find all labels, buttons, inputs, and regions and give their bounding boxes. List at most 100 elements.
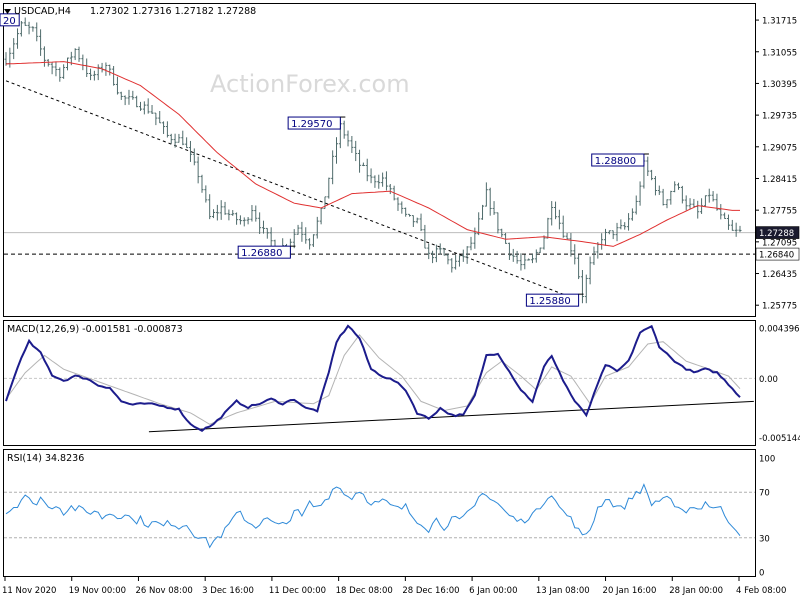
price-bar	[354, 140, 358, 162]
price-bar	[269, 227, 273, 248]
price-bar	[504, 232, 508, 244]
price-bar	[131, 90, 135, 100]
price-bar	[23, 17, 27, 26]
price-bar	[119, 91, 123, 100]
price-bar	[177, 133, 181, 143]
price-bar	[481, 204, 485, 220]
price-bar	[677, 182, 681, 190]
price-bar	[296, 224, 300, 235]
price-bar	[627, 213, 631, 231]
price-bar	[415, 217, 419, 224]
time-tick-label: 6 Jan 00:00	[469, 586, 517, 596]
svg-text:1.26880: 1.26880	[241, 248, 282, 259]
macd-title: MACD(12,26,9) -0.001581 -0.000873	[7, 324, 183, 335]
price-bar	[496, 212, 500, 234]
time-tick-label: 28 Dec 16:00	[402, 586, 459, 596]
time-tick-label: 11 Nov 2020	[2, 586, 56, 596]
rsi-tick-label: 100	[759, 455, 775, 465]
price-bar	[208, 194, 212, 220]
price-bar	[327, 177, 331, 199]
price-bar	[311, 234, 315, 247]
price-bar	[569, 232, 573, 257]
price-bar	[454, 255, 458, 270]
price-bar	[73, 48, 77, 61]
price-bar	[457, 255, 461, 267]
time-tick-label: 4 Feb 08:00	[736, 586, 786, 596]
price-bar	[561, 215, 565, 238]
price-bar	[726, 214, 730, 230]
price-bar	[384, 171, 388, 191]
ma-line	[5, 61, 740, 247]
price-bar	[334, 137, 338, 164]
price-bar	[204, 185, 208, 203]
macd-panel-frame	[3, 320, 756, 446]
price-bar	[200, 174, 204, 193]
rsi-tick-label: 0	[759, 569, 764, 579]
price-bar	[404, 207, 408, 217]
price-bar	[738, 225, 742, 233]
time-tick-label: 11 Dec 00:00	[269, 586, 326, 596]
price-bar	[16, 28, 20, 49]
price-tick-label: 1.27095	[762, 238, 797, 248]
price-bar	[139, 101, 143, 111]
price-bar	[215, 204, 219, 221]
price-tick-label: 1.29735	[762, 112, 797, 122]
price-tick-label: 1.31055	[762, 48, 797, 58]
price-bar	[292, 229, 296, 249]
macd-tick-label: -0.005144	[759, 434, 800, 444]
price-bar	[350, 135, 354, 153]
rsi-tick-label: 30	[759, 534, 770, 544]
price-bar	[246, 217, 250, 225]
price-tick-label: 1.27755	[762, 207, 797, 217]
price-bar	[400, 201, 404, 214]
trend-line	[5, 80, 579, 301]
price-bar	[308, 238, 312, 250]
price-bar	[115, 76, 119, 95]
price-bar	[634, 195, 638, 215]
price-bar	[680, 185, 684, 204]
price-bar	[150, 104, 154, 114]
price-bar	[46, 59, 50, 67]
macd-panel: MACD(12,26,9) -0.001581 -0.000873 0.0043…	[3, 320, 800, 446]
price-bar	[619, 219, 623, 230]
price-bar	[92, 70, 96, 81]
price-bar	[185, 137, 189, 149]
macd-tick-label: 0.00	[759, 375, 778, 385]
price-bar	[381, 172, 385, 187]
price-bar	[173, 133, 177, 148]
price-bar	[684, 195, 688, 211]
price-bar	[27, 21, 31, 35]
price-bar	[361, 162, 365, 167]
price-bar	[630, 208, 634, 221]
price-bar	[484, 182, 488, 207]
price-bar	[58, 67, 62, 82]
price-bar	[154, 112, 158, 126]
price-bar	[557, 209, 561, 230]
price-bar	[542, 235, 546, 250]
price-bar	[258, 212, 262, 234]
time-tick-label: 26 Nov 08:00	[135, 586, 192, 596]
price-bar	[238, 215, 242, 225]
price-bar	[265, 227, 269, 239]
price-bar	[554, 201, 558, 220]
price-bar	[573, 244, 577, 265]
price-bar	[342, 120, 346, 139]
price-bar	[369, 168, 373, 184]
price-bar	[315, 216, 319, 239]
price-label-box	[755, 247, 800, 261]
price-bar	[135, 95, 139, 108]
time-tick-label: 19 Nov 00:00	[69, 586, 126, 596]
symbol-dropdown-icon[interactable]	[4, 9, 11, 14]
price-bar	[39, 29, 43, 56]
price-bar	[142, 101, 146, 115]
price-bar	[223, 201, 227, 215]
macd-axis: 0.004396 0.00 -0.005144	[759, 324, 800, 444]
price-bar	[108, 64, 112, 76]
price-label-1.26840: 1.26840	[759, 251, 794, 261]
price-bar	[35, 22, 39, 42]
price-bar	[592, 246, 596, 266]
price-bar	[688, 198, 692, 210]
rsi-line	[5, 483, 741, 549]
rsi-panel-frame	[3, 449, 756, 577]
